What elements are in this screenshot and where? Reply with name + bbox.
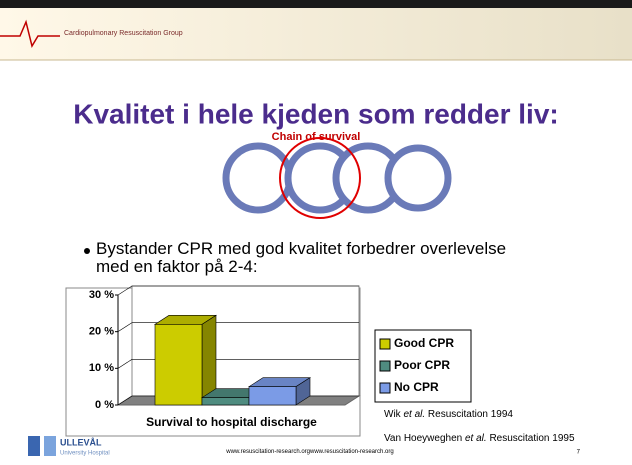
ref-part: Wik: [384, 409, 403, 420]
logo-text: ULLEVÅL: [60, 437, 102, 447]
footer-box: www.resuscitation-research.orgwww.resusc…: [220, 446, 400, 465]
logo-shape: [44, 436, 56, 456]
legend-label: Poor CPR: [394, 358, 450, 372]
legend-swatch: [380, 339, 390, 349]
reference: Van Hoeyweghen et al. Resuscitation 1995: [384, 433, 575, 444]
bar: [202, 398, 249, 405]
ref-part: et al.: [465, 433, 487, 444]
ref-part: Resuscitation 1994: [425, 409, 513, 420]
page-number: 7: [577, 450, 581, 456]
image-caption: Chain of survival: [272, 131, 361, 143]
y-tick-label: 30 %: [89, 289, 114, 301]
x-tick-label: Survival to hospital discharge: [146, 415, 317, 429]
legend-label: No CPR: [394, 380, 439, 394]
chain-link: [388, 148, 448, 208]
slide: Cardiopulmonary Resuscitation Group Kval…: [0, 0, 632, 465]
header-text: Cardiopulmonary Resuscitation Group: [64, 30, 183, 37]
reference: Wik et al. Resuscitation 1994: [384, 409, 513, 420]
bar: [249, 387, 296, 405]
title: Kvalitet i hele kjeden som redder liv:: [73, 98, 559, 129]
bullet-dot: [84, 248, 90, 254]
logo-sub: University Hospital: [60, 451, 110, 457]
legend-swatch: [380, 361, 390, 371]
footer-url: www.resuscitation-research.orgwww.resusc…: [220, 446, 400, 458]
legend-swatch: [380, 383, 390, 393]
slide-canvas: Cardiopulmonary Resuscitation Group Kval…: [0, 0, 632, 465]
y-tick-label: 20 %: [89, 326, 114, 338]
ref-part: Resuscitation 1995: [487, 433, 575, 444]
chain-image: Chain of survival: [226, 131, 448, 218]
top-border: [0, 0, 632, 8]
y-tick-label: 10 %: [89, 362, 114, 374]
bullet-box: Bystander CPR med god kvalitet forbedrer…: [96, 240, 536, 286]
ref-part: et al.: [403, 409, 425, 420]
y-tick-label: 0 %: [95, 399, 114, 411]
bar: [155, 324, 202, 405]
ref-part: Van Hoeyweghen: [384, 433, 465, 444]
logo-shape: [28, 436, 40, 456]
bullet-text: Bystander CPR med god kvalitet forbedrer…: [96, 240, 536, 276]
legend-label: Good CPR: [394, 336, 454, 350]
